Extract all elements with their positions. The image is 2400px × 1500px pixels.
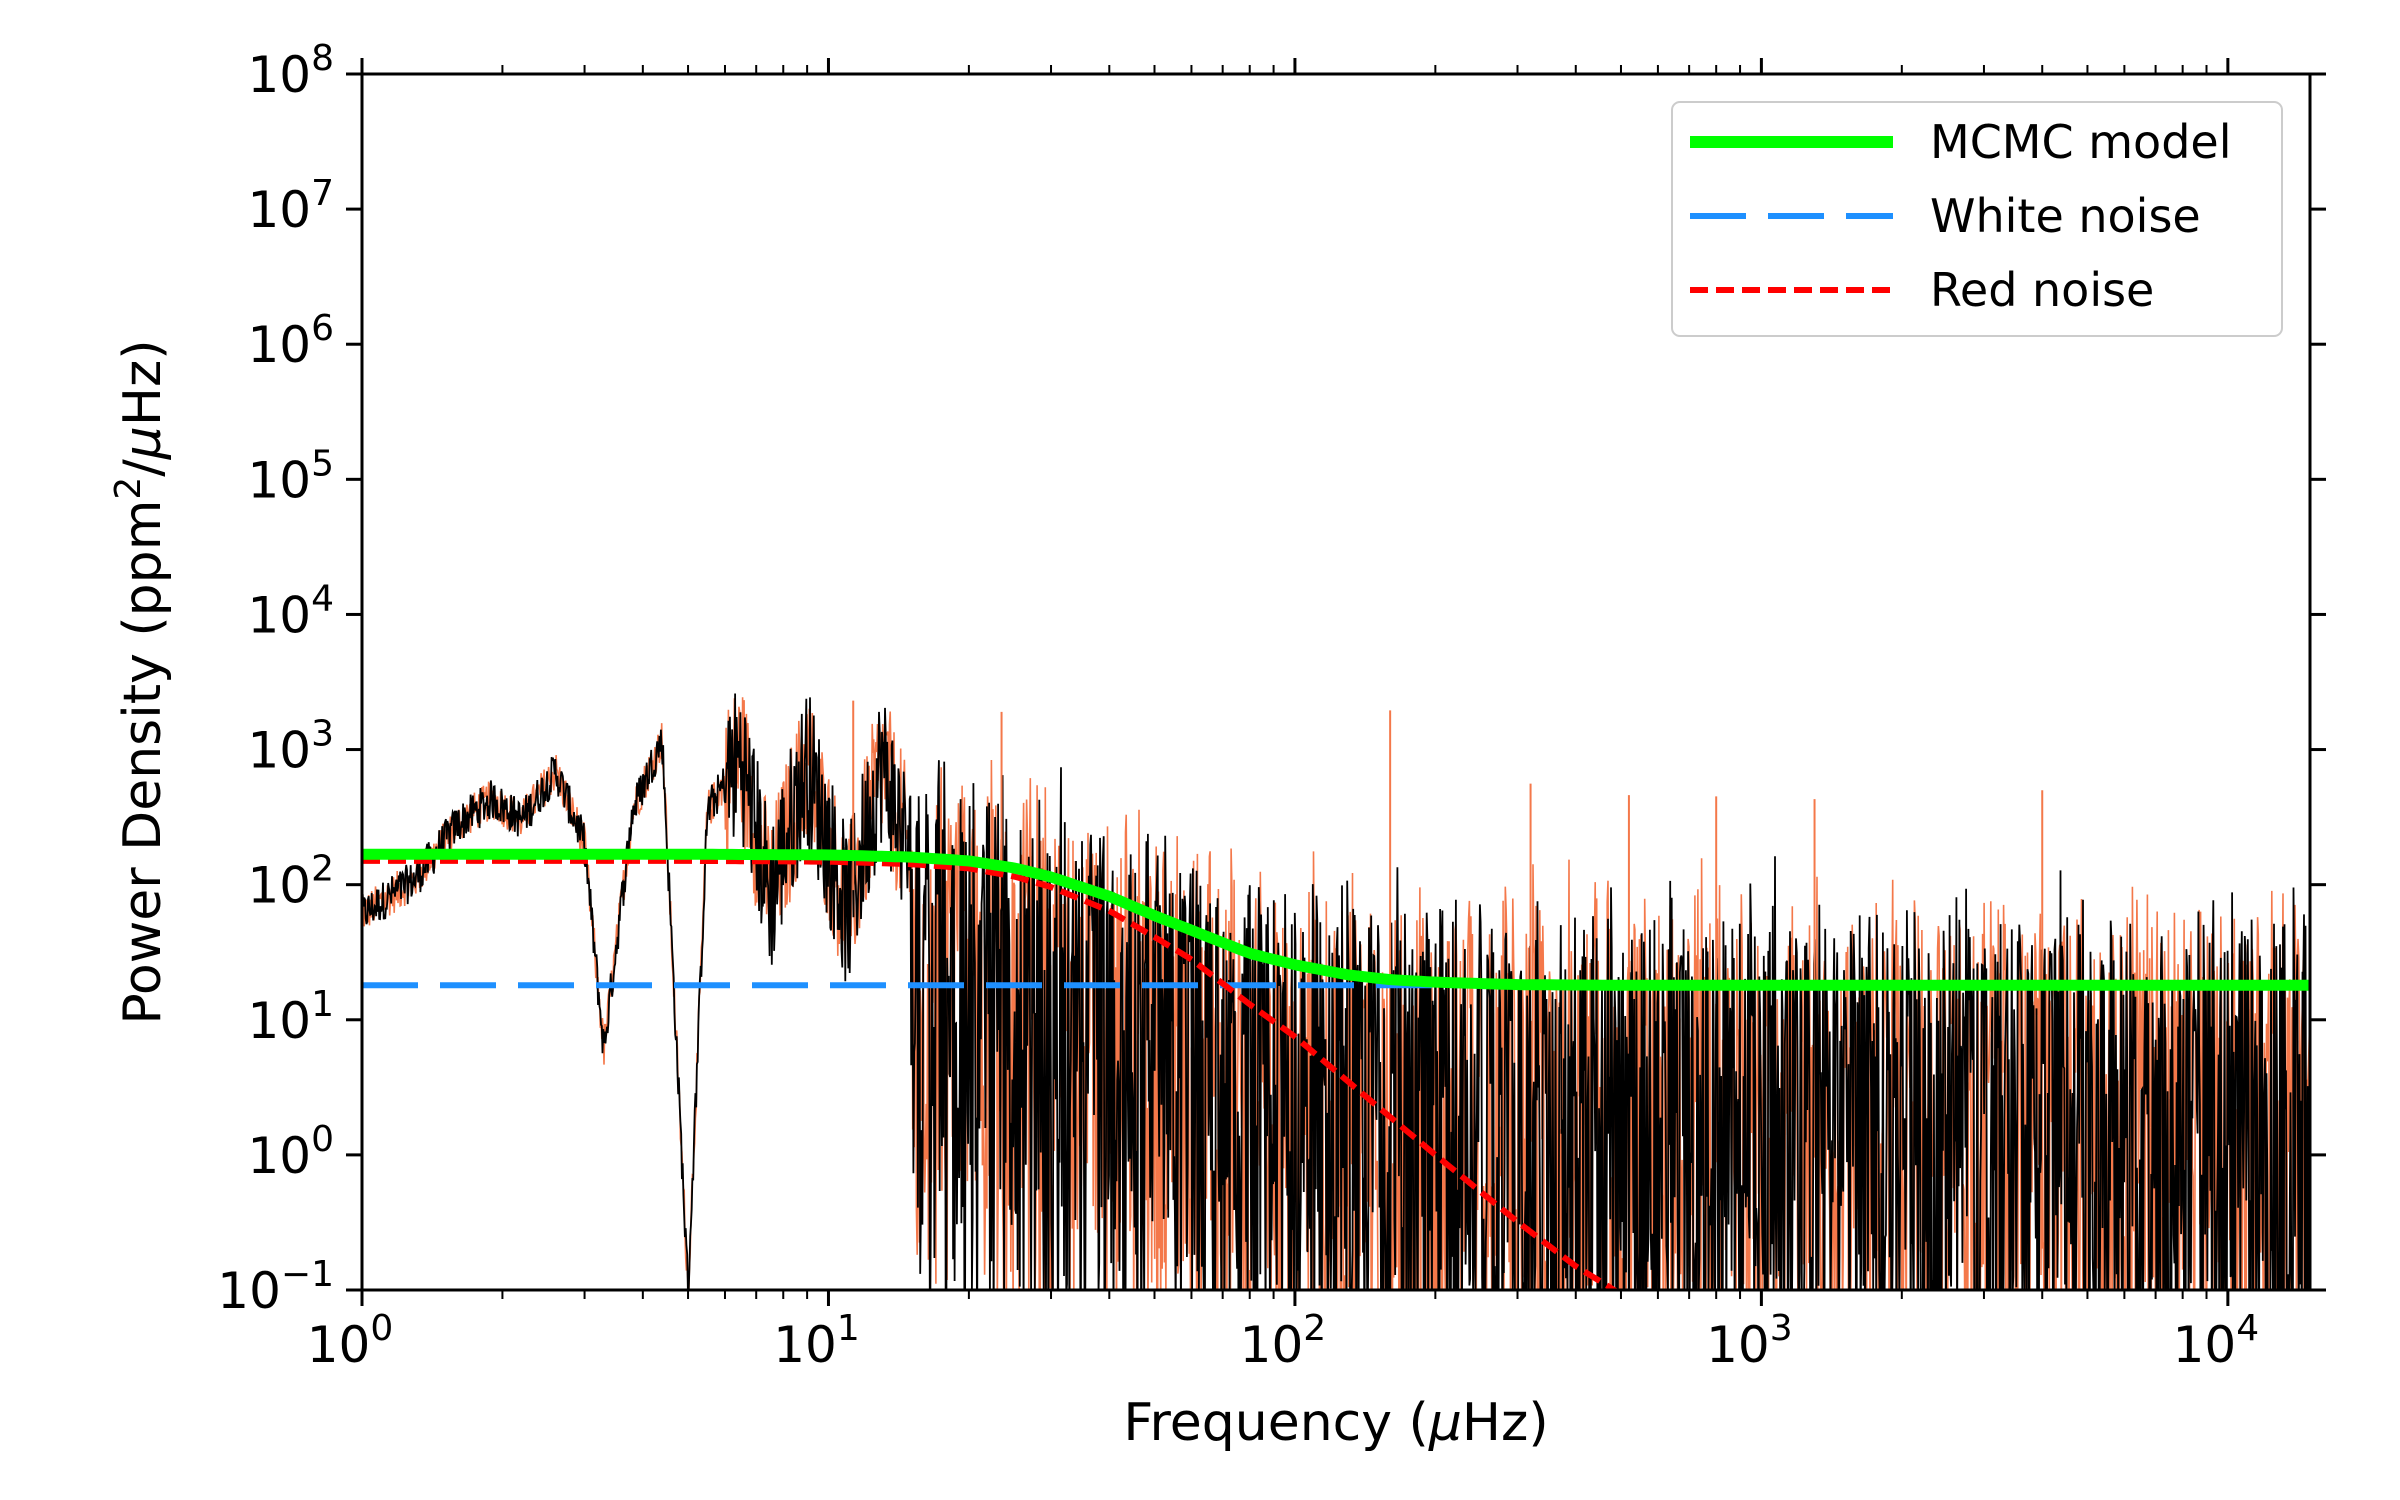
- legend-label-red-noise: Red noise: [1930, 263, 2154, 317]
- x-tick-label-3: 103: [1706, 1308, 1793, 1374]
- legend-label-mcmc: MCMC model: [1930, 115, 2231, 169]
- series-layer: [362, 848, 2310, 1290]
- series-line-mcmc-model: [362, 848, 2310, 991]
- legend-box: [1671, 101, 2283, 337]
- plot-frame: [360, 72, 2312, 1292]
- series-line-red-noise: [362, 857, 1620, 1290]
- legend: MCMC model White noise Red noise: [1671, 101, 2283, 337]
- axis-ticks: 100 101 102 103 10410−1100101102103104105106…: [217, 38, 2326, 1374]
- x-axis-label: Frequency (μHz): [1123, 1393, 1548, 1453]
- y-tick-label-2: 101: [247, 984, 334, 1050]
- y-axis-label: Power Density (ppm2/μHz): [108, 339, 173, 1024]
- legend-label-white-noise: White noise: [1930, 189, 2201, 243]
